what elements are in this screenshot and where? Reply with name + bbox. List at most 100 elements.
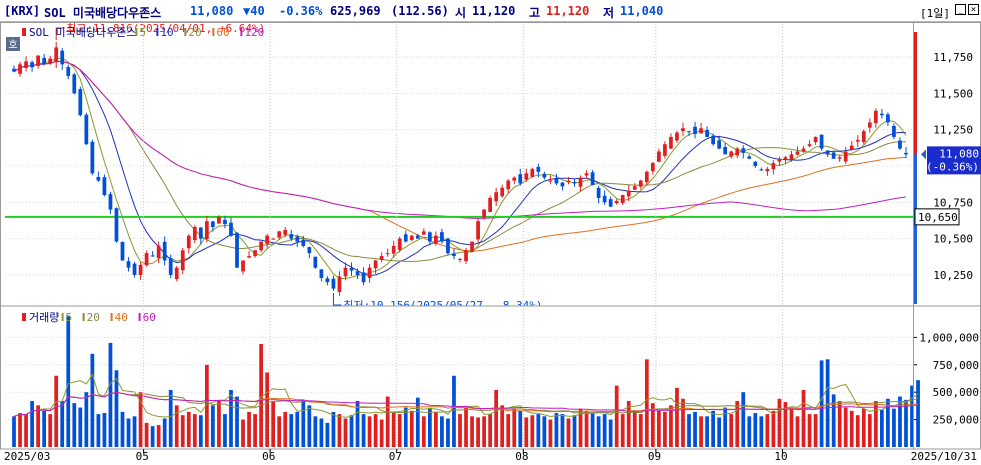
candle-body <box>24 61 28 68</box>
volume-bar <box>168 390 173 447</box>
candle-body <box>198 227 203 239</box>
candle-body <box>578 177 583 187</box>
volume-bar <box>482 416 486 447</box>
volume-bar <box>174 405 179 447</box>
candle-body <box>735 148 740 156</box>
candle-body <box>741 148 746 153</box>
candle-body <box>699 128 703 134</box>
high-label: 고 <box>529 6 541 20</box>
candle-body <box>777 158 782 162</box>
candle-body <box>566 180 571 183</box>
price-legend-ma-label: 5 <box>139 26 146 39</box>
candle-body <box>572 181 577 184</box>
volume-bar <box>530 415 535 447</box>
candle-body <box>126 261 131 268</box>
volume-bar <box>741 392 746 447</box>
candle-body <box>789 154 794 160</box>
volume-bar <box>108 342 113 447</box>
volume-bar <box>223 414 227 447</box>
volume-bar <box>880 409 884 447</box>
candle-body <box>283 229 288 235</box>
volume-panel: 250,000 500,000 750,000 1,000,000 <box>0 305 981 450</box>
price-legend-ma-swatch <box>135 28 138 36</box>
volume-bar <box>84 392 89 447</box>
low-price: 11,040 <box>620 4 664 18</box>
volume-bar <box>753 413 758 447</box>
candle-body <box>819 134 824 149</box>
candle-body <box>60 50 65 65</box>
volume-bar <box>657 410 661 447</box>
candle-body <box>235 232 239 268</box>
volume-bar <box>681 398 685 447</box>
candle-body <box>265 235 270 244</box>
volume-bar <box>150 426 155 447</box>
volume-tick-label: 250,000 <box>933 414 979 427</box>
close-icon[interactable]: × <box>968 4 979 15</box>
candle-body <box>681 128 685 132</box>
candle-body <box>247 256 251 258</box>
volume-bar <box>735 400 740 447</box>
volume-tick-label: 500,000 <box>933 386 979 399</box>
candle-body <box>12 68 16 72</box>
volume-bar <box>699 416 703 447</box>
candle-body <box>337 276 342 292</box>
volume-bar <box>916 380 920 447</box>
volume-bar <box>241 419 245 447</box>
candle-body <box>771 163 776 170</box>
minimize-icon[interactable]: _ <box>955 4 966 15</box>
volume-bar <box>247 411 251 447</box>
volume-bar <box>693 411 697 447</box>
volume-bar <box>301 399 306 447</box>
x-tick-label: 09 <box>648 450 661 463</box>
period-indicator[interactable]: [1일] <box>920 7 950 20</box>
candle-body <box>361 272 366 283</box>
volume-bar <box>705 416 709 447</box>
candle-body <box>867 122 872 128</box>
candle-body <box>186 235 191 249</box>
candle-body <box>687 131 691 133</box>
volume-bar <box>590 413 595 447</box>
volume-bar <box>572 415 577 447</box>
volume-bar <box>813 414 818 447</box>
candle-body <box>898 140 902 149</box>
volume-legend-ma-label: 60 <box>143 311 156 324</box>
candle-body <box>880 113 884 116</box>
price-legend-ma-label: 10 <box>160 26 173 39</box>
candle-body <box>96 176 101 181</box>
volume-bar <box>415 397 420 447</box>
candle-body <box>289 234 294 239</box>
candle-body <box>162 241 167 261</box>
volume-bar <box>434 411 438 447</box>
volume-bar <box>759 416 764 447</box>
candle-body <box>313 256 318 268</box>
volume-bar <box>867 414 872 447</box>
volume-bar <box>518 410 523 447</box>
price-legend-swatch <box>22 28 26 36</box>
price-ma-line-20 <box>13 60 907 263</box>
candle-body <box>120 241 125 261</box>
candle-body <box>675 132 679 141</box>
candle-body <box>717 140 722 149</box>
price-tick-label: 11,500 <box>933 87 973 100</box>
candle-body <box>349 268 354 271</box>
price-legend-ma-swatch <box>212 28 215 36</box>
candle-body <box>723 146 728 155</box>
candle-body <box>506 180 511 190</box>
volume-legend-ma-label: 5 <box>66 311 73 324</box>
candle-body <box>379 256 384 260</box>
x-axis: 2025/03 05 06 07 08 09 10 2025/10/31 <box>4 449 977 463</box>
volume-bar <box>584 410 589 447</box>
volume-bar <box>723 407 728 447</box>
volume-bar <box>825 359 830 447</box>
volume-bar <box>78 407 83 447</box>
candle-body <box>747 156 752 159</box>
candle-body <box>114 208 119 242</box>
volume-bar <box>650 403 655 447</box>
price-legend-ma-label: 120 <box>244 26 264 39</box>
volume-bar <box>379 419 384 447</box>
volume-bar <box>367 416 372 447</box>
volume-legend-ma-swatch <box>82 313 85 321</box>
candle-body <box>132 263 137 275</box>
candle-body <box>319 269 324 278</box>
